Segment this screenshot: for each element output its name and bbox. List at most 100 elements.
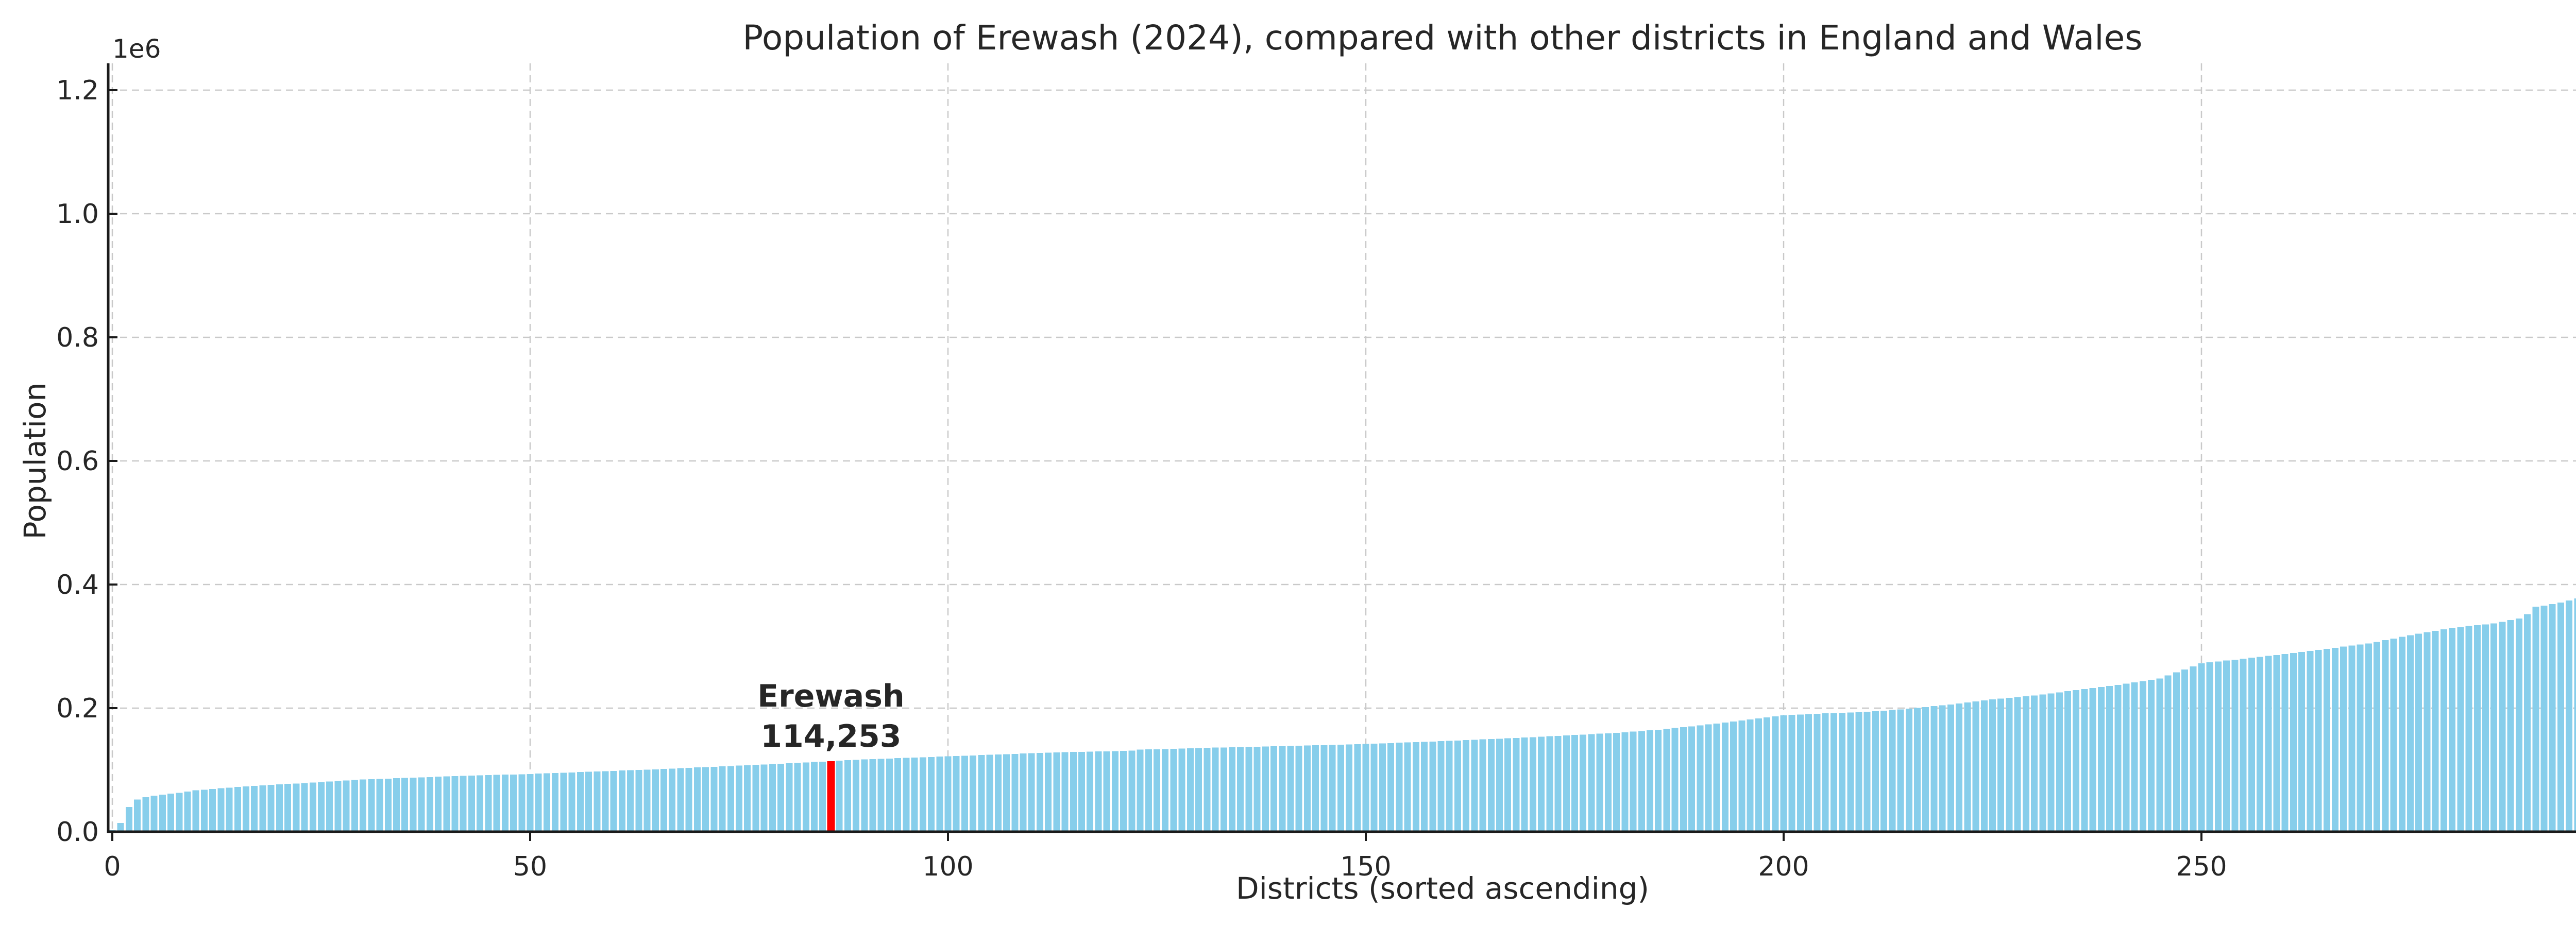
bar: [451, 776, 459, 832]
bar: [2532, 607, 2539, 832]
bar: [1312, 745, 1319, 832]
bar: [1638, 731, 1645, 832]
bar: [426, 777, 433, 832]
bar: [243, 786, 250, 832]
bar: [760, 764, 768, 832]
bar: [1613, 733, 1620, 832]
bar: [2549, 604, 2556, 832]
bar: [1471, 740, 1478, 832]
bar: [1805, 714, 1812, 832]
bar: [142, 797, 149, 832]
bar: [2340, 646, 2347, 832]
bar: [568, 772, 575, 832]
bar: [1546, 736, 1553, 832]
bar: [2064, 691, 2071, 832]
bar: [602, 771, 609, 832]
bar: [1479, 739, 1486, 832]
bar: [267, 785, 275, 832]
bar: [2515, 619, 2522, 832]
bar: [1822, 713, 1829, 832]
bar: [2173, 672, 2180, 832]
bar: [1705, 724, 1712, 832]
bar: [535, 774, 542, 832]
bar: [2139, 681, 2146, 832]
y-axis-offset-text: 1e6: [112, 34, 161, 64]
bar: [1487, 739, 1495, 832]
bar: [853, 760, 860, 832]
x-axis-label: Districts (sorted ascending): [1236, 871, 1649, 906]
grid-vertical: [111, 63, 2202, 832]
bar: [2390, 638, 2397, 832]
bar: [1730, 721, 1737, 832]
bar: [1713, 723, 1720, 832]
bar: [393, 778, 400, 832]
x-tick-label: 50: [513, 851, 547, 882]
bar: [1772, 716, 1779, 832]
bar: [1421, 742, 1428, 832]
bar: [2298, 651, 2306, 832]
bar: [585, 771, 592, 832]
bar: [1170, 748, 1177, 832]
bar: [1337, 744, 1344, 832]
y-tick-label: 0.8: [56, 322, 99, 353]
bar: [2248, 658, 2255, 832]
highlight-label: Erewash: [757, 678, 905, 714]
bar: [1404, 742, 1411, 832]
bar: [510, 774, 517, 832]
bars: [109, 598, 2576, 832]
bar: [1020, 753, 1027, 832]
bar: [1463, 740, 1470, 832]
bar: [1747, 719, 1754, 832]
bar: [1997, 698, 2005, 832]
bar: [2465, 626, 2472, 832]
bar: [577, 772, 584, 832]
bar: [2198, 663, 2205, 832]
bar: [2365, 643, 2372, 832]
bar: [953, 756, 960, 832]
bar: [560, 772, 567, 832]
bar: [1228, 747, 1235, 832]
bar: [2181, 669, 2189, 832]
bar: [869, 759, 876, 832]
bar: [978, 755, 985, 832]
bar: [2323, 648, 2330, 832]
bar: [1797, 714, 1804, 832]
bar: [276, 784, 283, 832]
bar: [1270, 746, 1278, 832]
bar: [1237, 747, 1244, 832]
bar: [1671, 728, 1679, 832]
bar: [2164, 675, 2172, 832]
bar: [1872, 711, 1879, 832]
bar: [610, 770, 617, 832]
x-tick-label: 150: [1340, 851, 1391, 882]
bar: [802, 762, 809, 832]
bar: [1103, 751, 1110, 832]
bar: [1354, 744, 1361, 832]
bar: [309, 782, 316, 832]
bar: [1630, 731, 1637, 832]
bar: [2123, 683, 2130, 832]
bar: [1554, 735, 1562, 832]
bar: [1688, 726, 1696, 832]
bar: [1070, 752, 1077, 832]
bar: [2281, 654, 2289, 832]
bar: [652, 769, 659, 832]
bar: [1370, 744, 1378, 832]
bar: [643, 769, 651, 832]
bar: [1303, 745, 1311, 832]
bar: [1521, 737, 1528, 832]
bar: [2190, 666, 2197, 832]
bar: [1120, 750, 1127, 832]
bar: [2457, 627, 2464, 832]
y-tick-label: 1.2: [56, 75, 99, 106]
bar: [961, 756, 968, 832]
bar: [752, 765, 759, 832]
highlighted-bar: [827, 761, 835, 832]
bar: [1078, 751, 1086, 832]
bar: [527, 774, 534, 832]
bar: [468, 776, 475, 832]
bar: [150, 795, 158, 832]
bar: [1847, 712, 1854, 832]
bar: [1095, 751, 1102, 832]
